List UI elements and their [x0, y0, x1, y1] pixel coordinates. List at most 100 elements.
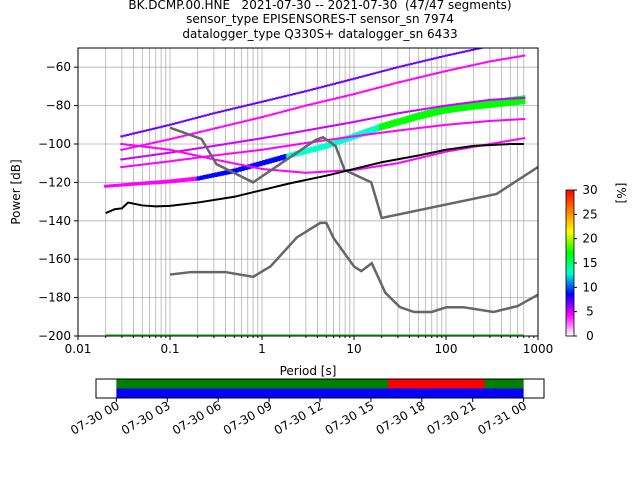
- psd-cell: [427, 74, 431, 77]
- psd-cell: [217, 126, 222, 129]
- psd-cell: [335, 97, 339, 100]
- psd-cell: [480, 100, 484, 109]
- psd-cell: [223, 109, 227, 112]
- psd-cell: [332, 82, 336, 85]
- psd-cell: [252, 102, 256, 105]
- psd-cell: [315, 101, 319, 104]
- psd-cell: [283, 133, 288, 136]
- psd-cell: [259, 160, 263, 167]
- psd-cell: [381, 115, 385, 118]
- psd-cell: [241, 165, 245, 171]
- psd-cell: [151, 127, 156, 130]
- psd-cell: [127, 182, 132, 187]
- psd-cell: [166, 179, 171, 184]
- psd-cell: [387, 114, 391, 117]
- psd-cell: [335, 123, 339, 126]
- psd-cell: [226, 161, 230, 164]
- psd-cell: [209, 113, 213, 116]
- psd-cell: [256, 161, 260, 167]
- psd-cell: [157, 147, 161, 150]
- psd-cell: [329, 124, 334, 127]
- psd-cell: [217, 110, 222, 113]
- timeline-tick-label: 07-31 00: [475, 398, 529, 437]
- psd-cell: [237, 151, 242, 154]
- psd-cell: [243, 139, 247, 142]
- psd-cell: [243, 104, 247, 107]
- psd-cell: [151, 180, 156, 185]
- psd-cell: [246, 104, 250, 107]
- psd-cell: [444, 69, 448, 72]
- psd-cell: [487, 98, 491, 101]
- psd-cell: [453, 123, 457, 126]
- psd-cell: [496, 98, 500, 101]
- psd-cell: [459, 148, 463, 151]
- psd-cell: [401, 160, 405, 163]
- psd-cell: [217, 159, 222, 162]
- psd-cell: [438, 124, 443, 127]
- psd-cell: [398, 111, 402, 114]
- psd-cell: [120, 158, 124, 161]
- psd-cell: [415, 157, 420, 160]
- psd-cell: [312, 102, 316, 105]
- psd-cell: [502, 98, 506, 101]
- psd-cell: [119, 183, 123, 187]
- psd-cell: [203, 129, 207, 132]
- psd-cell: [192, 148, 196, 151]
- psd-cell: [146, 129, 150, 132]
- psd-cell: [266, 136, 270, 139]
- psd-cell: [280, 154, 284, 161]
- psd-cell: [461, 102, 466, 105]
- psd-cell: [126, 143, 130, 146]
- psd-cell: [471, 101, 475, 110]
- title-line-2: sensor_type EPISENSORES-T sensor_sn 7974: [186, 12, 454, 26]
- psd-cell: [490, 98, 494, 101]
- psd-cell: [461, 50, 466, 53]
- psd-cell: [367, 166, 371, 169]
- psd-cell: [496, 141, 500, 144]
- psd-cell: [328, 141, 332, 148]
- psd-cell: [344, 95, 348, 98]
- psd-cell: [430, 58, 434, 61]
- psd-cell: [337, 138, 341, 145]
- psd-cell: [467, 49, 471, 52]
- psd-cell: [184, 177, 188, 182]
- psd-cell: [421, 108, 425, 111]
- psd-cell: [275, 169, 279, 172]
- psd-cell: [269, 98, 273, 101]
- psd-cell: [324, 85, 328, 88]
- psd-cell: [312, 88, 316, 91]
- x-tick-label: 10: [346, 342, 361, 356]
- psd-cell: [232, 168, 236, 174]
- psd-cell: [375, 71, 379, 74]
- psd-cell: [232, 162, 236, 165]
- psd-cell: [384, 69, 388, 72]
- psd-cell: [186, 157, 190, 160]
- psd-cell: [157, 161, 161, 164]
- psd-cell: [326, 84, 331, 87]
- psd-cell: [325, 142, 329, 149]
- psd-cell: [249, 150, 253, 153]
- psd-cell: [324, 126, 328, 129]
- psd-cell: [193, 176, 197, 181]
- psd-cell: [140, 130, 144, 133]
- psd-cell: [298, 171, 302, 174]
- psd-cell: [223, 160, 227, 163]
- psd-cell: [189, 148, 193, 151]
- psd-cell: [347, 79, 351, 82]
- psd-cell: [223, 124, 227, 127]
- psd-cell: [496, 59, 500, 62]
- psd-cell: [197, 156, 201, 159]
- psd-cell: [295, 171, 299, 174]
- psd-cell: [456, 67, 460, 70]
- psd-cell: [501, 97, 505, 107]
- psd-cell: [493, 44, 496, 46]
- psd-cell: [169, 151, 173, 154]
- psd-cell: [326, 99, 331, 102]
- psd-cell: [338, 137, 342, 140]
- psd-cell: [447, 53, 451, 56]
- psd-cell: [493, 142, 497, 145]
- psd-cell: [295, 143, 299, 146]
- psd-cell: [131, 164, 135, 167]
- psd-cell: [370, 88, 374, 91]
